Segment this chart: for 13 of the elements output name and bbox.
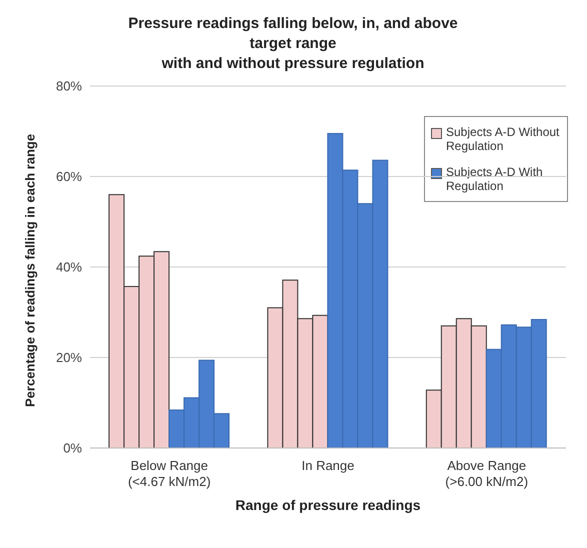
y-axis-title: Percentage of readings falling in each range bbox=[22, 134, 38, 407]
x-axis-title: Range of pressure readings bbox=[235, 497, 421, 513]
y-tick-label: 0% bbox=[63, 440, 82, 456]
y-tick-label: 20% bbox=[56, 350, 82, 366]
legend-label: Subjects A-D Without Regulation bbox=[446, 125, 560, 153]
y-tick-label: 60% bbox=[56, 169, 82, 184]
y-tick-label: 40% bbox=[56, 260, 82, 275]
legend-label: Subjects A-D With Regulation bbox=[446, 165, 544, 193]
x-tick-label: In Range bbox=[302, 458, 354, 473]
x-tick-label: Below Range (<4.67 kN/m2) bbox=[128, 458, 211, 489]
y-tick-label: 80% bbox=[56, 78, 82, 94]
x-tick-label: Above Range (>6.00 kN/m2) bbox=[445, 458, 528, 489]
chart-title: Pressure readings falling below, in, and above target range with and without pressure regulation bbox=[127, 14, 459, 74]
